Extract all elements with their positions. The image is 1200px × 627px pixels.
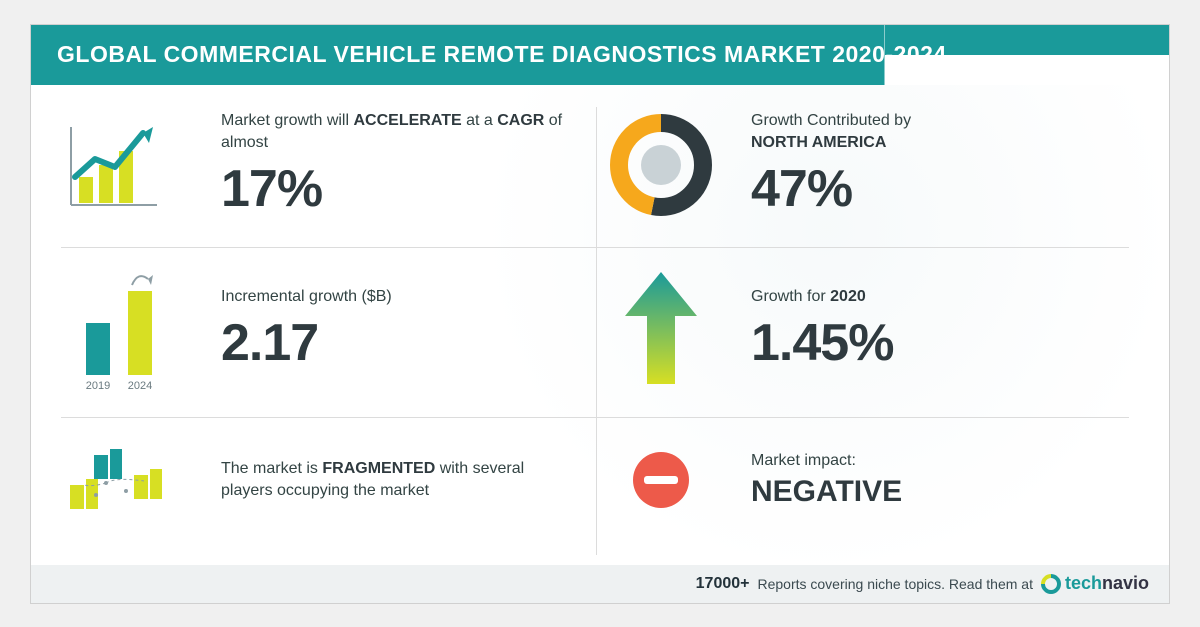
t: CAGR [497,112,544,129]
t: navio [1102,573,1149,593]
region-text: Growth Contributed by NORTH AMERICA 47% [741,110,1169,219]
header-banner: GLOBAL COMMERCIAL VEHICLE REMOTE DIAGNOS… [31,25,1169,85]
t: tech [1065,573,1102,593]
body: Market growth will ACCELERATE at a CAGR … [31,85,1169,565]
cagr-text: Market growth will ACCELERATE at a CAGR … [211,110,581,219]
footer-count: 17000+ [696,575,750,593]
fragmented-text: The market is FRAGMENTED with several pl… [211,458,581,501]
minus-icon [626,445,696,515]
t: Growth for [751,288,830,305]
t: ACCELERATE [353,112,461,129]
header-title: GLOBAL COMMERCIAL VEHICLE REMOTE DIAGNOS… [57,41,947,68]
t: at a [462,112,498,129]
buildings-icon [56,435,186,525]
t: Growth Contributed by [751,112,911,129]
bar-right-year: 2024 [128,380,152,392]
footer: 17000+ Reports covering niche topics. Re… [31,565,1169,603]
g2020-line: Growth for 2020 [751,286,1159,308]
brand-logo: technavio [1041,573,1149,594]
growth2020-text: Growth for 2020 1.45% [741,286,1169,374]
impact-icon-cell [581,445,741,515]
footer-text: Reports covering niche topics. Read them… [757,576,1032,592]
infographic-card: GLOBAL COMMERCIAL VEHICLE REMOTE DIAGNOS… [30,24,1170,604]
incremental-label: Incremental growth ($B) [221,286,571,308]
incremental-icon-cell: 2019 2024 [31,265,211,395]
growth2020-icon-cell [581,260,741,400]
brand-mark-icon [1037,569,1065,597]
growth-chart-icon [61,115,181,215]
donut-icon [606,110,716,220]
impact-text: Market impact: NEGATIVE [741,450,1169,510]
fragmented-icon-cell [31,435,211,525]
t: NORTH AMERICA [751,134,886,151]
impact-label: Market impact: [751,450,1159,472]
incremental-value: 2.17 [221,313,571,373]
two-bar-icon: 2019 2024 [56,265,186,395]
bar-left-year: 2019 [86,380,110,392]
cagr-icon-cell [31,115,211,215]
cagr-value: 17% [221,159,571,219]
impact-value: NEGATIVE [751,475,1159,509]
region-line: Growth Contributed by NORTH AMERICA [751,110,1159,153]
t: The market is [221,460,322,477]
region-icon-cell [581,110,741,220]
incremental-text: Incremental growth ($B) 2.17 [211,286,581,374]
cagr-desc: Market growth will ACCELERATE at a CAGR … [221,110,571,153]
t: 2020 [830,288,866,305]
t: FRAGMENTED [322,460,435,477]
grid: Market growth will ACCELERATE at a CAGR … [31,85,1169,565]
region-value: 47% [751,159,1159,219]
t: Market growth will [221,112,353,129]
fragmented-line: The market is FRAGMENTED with several pl… [221,458,571,501]
up-arrow-icon [611,260,711,400]
g2020-value: 1.45% [751,313,1159,373]
